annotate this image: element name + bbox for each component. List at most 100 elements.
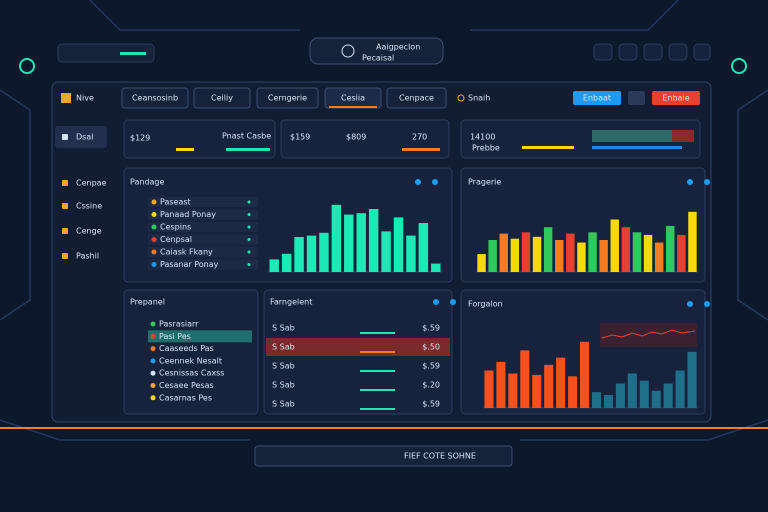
list-item[interactable]: Panaad Ponay: [160, 210, 216, 219]
bar: [368, 209, 379, 272]
list-item[interactable]: Cespins: [160, 223, 191, 232]
row-bar: [360, 332, 395, 334]
row-bar: [360, 351, 395, 353]
nav-tab[interactable]: [386, 87, 447, 109]
bar: [319, 232, 329, 272]
bar: [418, 223, 429, 272]
sidebar-icon: [62, 134, 68, 140]
nav-tab-label[interactable]: Ceiliy: [211, 94, 233, 103]
bar: [627, 373, 637, 408]
button[interactable]: [573, 91, 621, 105]
header-subtitle: Pecaisal: [362, 54, 394, 63]
bar: [544, 364, 554, 408]
top-left-box: [57, 43, 155, 63]
bar: [677, 234, 686, 272]
progress: [176, 148, 194, 151]
list-dot: [151, 237, 157, 242]
list-dot: [151, 262, 157, 267]
bar: [431, 263, 441, 272]
row-value: $.59: [422, 324, 440, 333]
nav-tab-label[interactable]: Cenpace: [399, 94, 434, 103]
list-dot: [150, 358, 156, 364]
panel-dot[interactable]: [432, 179, 438, 185]
list-item[interactable]: Pasrasiarr: [159, 320, 199, 329]
corner-ring: [731, 58, 747, 74]
progress: [226, 148, 270, 151]
row-bar: [360, 389, 395, 391]
panel-dot[interactable]: [687, 179, 693, 185]
nav-tab-label[interactable]: Ceansosinb: [132, 94, 178, 103]
list-item[interactable]: Pasi Pes: [159, 332, 191, 341]
bar: [643, 234, 653, 272]
nav-tab[interactable]: [121, 87, 189, 109]
row-label[interactable]: S Sab: [272, 400, 295, 409]
list-item[interactable]: Pasanar Ponay: [160, 260, 219, 269]
bar: [687, 351, 697, 408]
list-check: [247, 213, 251, 216]
nav-tab[interactable]: [256, 87, 319, 109]
panel-dot[interactable]: [450, 299, 456, 305]
list-item[interactable]: Caaseeds Pas: [159, 344, 214, 353]
button-label[interactable]: Enbaie: [662, 94, 689, 103]
row-value: $.20: [422, 381, 440, 390]
progress: [592, 146, 682, 149]
panel-dot[interactable]: [704, 301, 710, 307]
stat-note: Pnast Casbe: [222, 132, 271, 141]
bar: [566, 233, 575, 272]
footer-bar: [254, 445, 513, 467]
search-label[interactable]: Snaih: [468, 94, 490, 103]
list-dot: [151, 199, 157, 205]
stat-value: 270: [412, 133, 427, 142]
bar: [615, 383, 625, 408]
bar: [344, 214, 354, 272]
bar: [331, 204, 342, 272]
button[interactable]: [652, 91, 700, 105]
list-item[interactable]: Paseast: [160, 198, 191, 207]
list-item[interactable]: Ceennek Nesalt: [159, 356, 222, 365]
sidebar-item[interactable]: Cssine: [76, 202, 102, 211]
list-dot: [150, 333, 156, 339]
sidebar-item[interactable]: Pashil: [76, 252, 99, 261]
header-pill: [309, 37, 444, 65]
list-row: [148, 222, 258, 232]
panel-dot[interactable]: [415, 179, 421, 185]
list-item[interactable]: Casarnas Pes: [159, 393, 212, 402]
nav-tab-label[interactable]: Cerngerie: [268, 94, 307, 103]
sidebar-item[interactable]: Dsal: [76, 133, 93, 142]
button-label[interactable]: Enbaat: [583, 94, 611, 103]
row-label[interactable]: S Sab: [272, 343, 295, 352]
bar: [294, 237, 304, 272]
row-label[interactable]: S Sab: [272, 381, 295, 390]
panel-dot[interactable]: [687, 301, 693, 307]
nav-tab-label[interactable]: Cesiia: [341, 94, 365, 103]
button[interactable]: [628, 91, 645, 105]
progress: [522, 146, 574, 149]
sidebar-item[interactable]: Cenpae: [76, 179, 107, 188]
sidebar-item[interactable]: Cenge: [76, 227, 102, 236]
list-dot: [150, 370, 156, 376]
nav-tab[interactable]: [193, 87, 251, 109]
tab-underline: [329, 106, 377, 108]
stat-note: Prebbe: [472, 144, 500, 153]
progress: [672, 130, 694, 142]
list-row: [148, 259, 258, 270]
row-label[interactable]: S Sab: [272, 324, 295, 333]
panel-title: Pandage: [130, 178, 164, 187]
bar: [651, 390, 661, 408]
bar: [654, 242, 664, 272]
panel-title: Forgalon: [468, 300, 503, 309]
panel-dot[interactable]: [704, 179, 710, 185]
panel-dot[interactable]: [433, 299, 439, 305]
bar: [591, 392, 602, 408]
list-item[interactable]: Cesnissas Caxss: [159, 369, 224, 378]
row-label[interactable]: S Sab: [272, 362, 295, 371]
bar: [521, 232, 531, 272]
list-item[interactable]: Caiask Fkany: [160, 248, 213, 257]
list-item[interactable]: Cenpsal: [160, 235, 192, 244]
row-value: $.59: [422, 362, 440, 371]
list-check: [247, 200, 251, 204]
list-row: [148, 247, 258, 257]
row-bar: [360, 408, 395, 410]
list-item[interactable]: Cesaee Pesas: [159, 381, 214, 390]
